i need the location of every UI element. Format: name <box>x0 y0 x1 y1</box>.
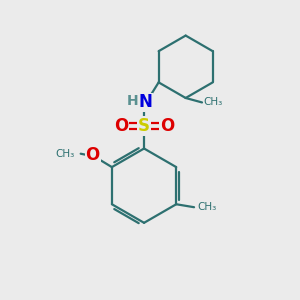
Text: O: O <box>85 146 100 164</box>
Text: CH₃: CH₃ <box>56 149 75 159</box>
Text: CH₃: CH₃ <box>197 202 216 212</box>
Text: N: N <box>139 93 152 111</box>
Text: CH₃: CH₃ <box>203 98 223 107</box>
Text: H: H <box>127 94 139 108</box>
Text: O: O <box>114 117 128 135</box>
Text: O: O <box>160 117 174 135</box>
Text: S: S <box>138 117 150 135</box>
